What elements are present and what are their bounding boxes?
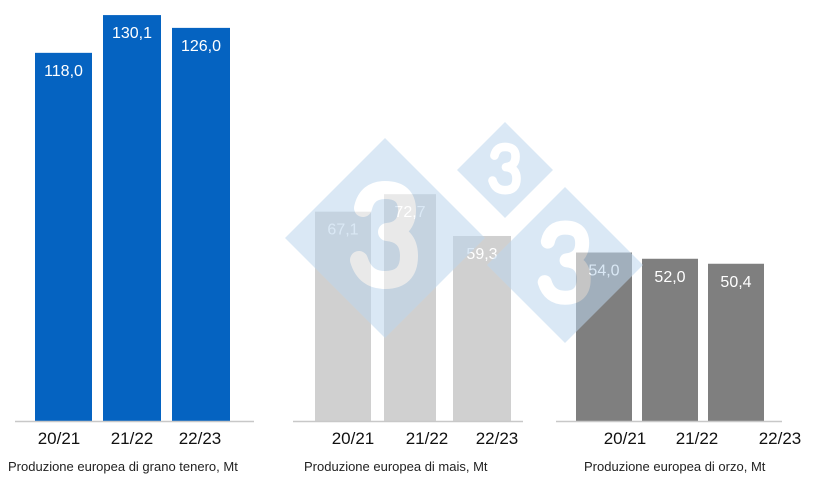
x-tick-label: 22/23 (476, 429, 519, 448)
x-tick-label: 20/21 (604, 429, 647, 448)
chart-caption: Produzione europea di mais, Mt (304, 459, 488, 474)
data-label: 52,0 (654, 269, 685, 286)
bar-21-22 (642, 258, 698, 421)
chart-1: 118,0 20/21 130,1 21/22 126,0 22/23 Produzione… (8, 15, 254, 474)
chart-caption: Produzione europea di grano tenero, Mt (8, 459, 238, 474)
data-label: 59,3 (466, 246, 497, 263)
x-tick-label: 20/21 (38, 429, 81, 448)
watermark-digit-icon (537, 220, 591, 305)
bar-22-23 (172, 27, 230, 421)
data-label: 126,0 (181, 38, 221, 55)
x-tick-label: 21/22 (406, 429, 449, 448)
watermark-digit-icon (350, 181, 418, 289)
bar-22-23 (708, 263, 764, 421)
x-tick-label: 22/23 (759, 429, 802, 448)
x-tick-label: 22/23 (179, 429, 222, 448)
data-label: 118,0 (44, 63, 83, 80)
x-tick-label: 20/21 (332, 429, 375, 448)
chart-caption: Produzione europea di orzo, Mt (584, 459, 766, 474)
watermark-digit-icon (488, 142, 521, 195)
x-tick-label: 21/22 (676, 429, 719, 448)
watermark-logo (285, 122, 643, 343)
bar-21-22 (103, 15, 161, 421)
x-tick-label: 21/22 (111, 429, 154, 448)
bar-20-21 (35, 52, 92, 422)
data-label: 50,4 (720, 274, 751, 291)
data-label: 130,1 (112, 25, 152, 42)
